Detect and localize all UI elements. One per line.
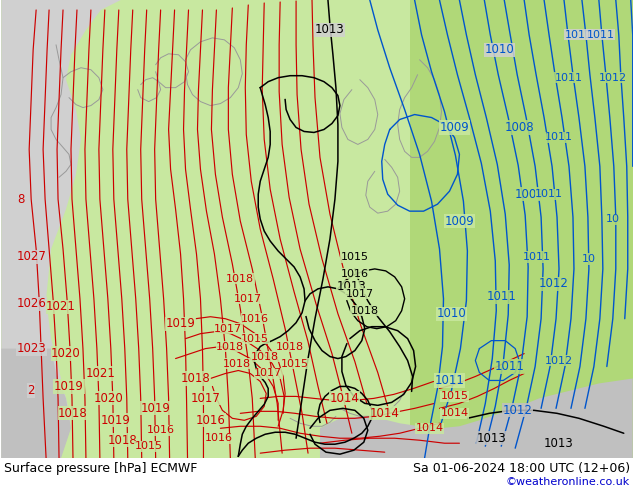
Text: 10: 10: [582, 254, 596, 264]
Text: 1018: 1018: [223, 359, 252, 368]
Text: 1012: 1012: [598, 73, 627, 83]
Text: 1011: 1011: [587, 30, 615, 40]
Text: 1026: 1026: [16, 297, 46, 310]
Text: 1018: 1018: [108, 434, 138, 447]
Text: 1013: 1013: [337, 280, 366, 294]
Text: 1013: 1013: [315, 24, 345, 36]
Text: 1015: 1015: [441, 392, 469, 401]
Text: 1018: 1018: [276, 342, 304, 352]
Text: 1012: 1012: [502, 404, 532, 417]
Text: 1018: 1018: [226, 274, 254, 284]
Text: 1019: 1019: [141, 402, 171, 415]
Text: 1009: 1009: [444, 215, 474, 228]
Text: 1008: 1008: [505, 121, 534, 134]
Text: 1010: 1010: [484, 43, 514, 56]
Text: 1014: 1014: [370, 407, 399, 420]
Text: 1017: 1017: [214, 324, 242, 334]
Text: 1020: 1020: [51, 347, 81, 360]
Text: 1011: 1011: [545, 132, 573, 143]
Polygon shape: [1, 0, 121, 458]
Text: 1018: 1018: [216, 342, 245, 352]
Text: ©weatheronline.co.uk: ©weatheronline.co.uk: [506, 477, 630, 487]
Text: 1015: 1015: [281, 359, 309, 368]
Text: 1009: 1009: [514, 188, 544, 201]
Text: 1018: 1018: [58, 407, 88, 420]
Text: 1019: 1019: [54, 380, 84, 393]
Text: 1016: 1016: [146, 425, 174, 435]
Text: 1018: 1018: [181, 372, 210, 385]
Text: 1016: 1016: [242, 314, 269, 324]
Text: 1021: 1021: [86, 367, 116, 380]
Text: 1015: 1015: [242, 334, 269, 343]
Polygon shape: [1, 348, 71, 458]
Text: 1011: 1011: [434, 374, 464, 387]
Text: 1019: 1019: [165, 317, 195, 330]
Text: 1017: 1017: [234, 294, 262, 304]
Text: 1023: 1023: [16, 342, 46, 355]
Text: 1014: 1014: [441, 408, 469, 418]
Text: 1016: 1016: [195, 414, 225, 427]
Text: 1014: 1014: [415, 423, 444, 433]
Text: 1013: 1013: [476, 432, 506, 445]
Text: 10: 10: [606, 214, 620, 224]
Text: 1021: 1021: [46, 300, 76, 313]
Text: 1011: 1011: [535, 189, 563, 199]
Text: 1013: 1013: [544, 437, 574, 450]
Text: 1014: 1014: [330, 392, 360, 405]
Text: 1017: 1017: [254, 368, 282, 378]
Text: Sa 01-06-2024 18:00 UTC (12+06): Sa 01-06-2024 18:00 UTC (12+06): [413, 462, 630, 475]
Text: 1009: 1009: [439, 121, 469, 134]
Text: 1011: 1011: [523, 252, 551, 262]
Text: 1016: 1016: [341, 269, 369, 279]
Text: 1011: 1011: [565, 30, 593, 40]
Text: Surface pressure [hPa] ECMWF: Surface pressure [hPa] ECMWF: [4, 462, 197, 475]
Text: 1012: 1012: [545, 356, 573, 366]
Text: 1015: 1015: [134, 441, 163, 451]
Bar: [410, 0, 633, 458]
Text: 1017: 1017: [190, 392, 221, 405]
Text: 1018: 1018: [251, 351, 279, 362]
Text: 1011: 1011: [486, 290, 516, 303]
Text: 1018: 1018: [351, 306, 379, 316]
Text: 2: 2: [27, 384, 35, 397]
Text: 1020: 1020: [94, 392, 124, 405]
Text: 1010: 1010: [437, 307, 467, 320]
Text: 1019: 1019: [101, 414, 131, 427]
Text: 1012: 1012: [539, 277, 569, 291]
Text: 1016: 1016: [204, 433, 233, 443]
Text: 1011: 1011: [495, 360, 524, 373]
Text: 1011: 1011: [555, 73, 583, 83]
Text: 1015: 1015: [341, 252, 369, 262]
Polygon shape: [320, 378, 633, 458]
Text: 1027: 1027: [16, 250, 46, 264]
Text: 8: 8: [18, 193, 25, 206]
Text: 1017: 1017: [346, 289, 374, 299]
